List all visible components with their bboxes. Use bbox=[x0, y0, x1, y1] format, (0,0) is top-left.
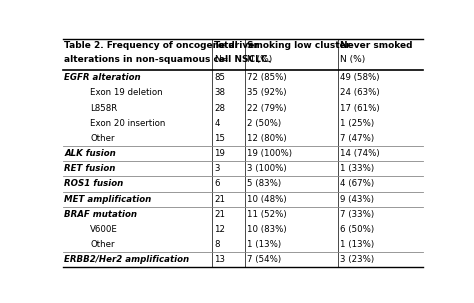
Text: 19 (100%): 19 (100%) bbox=[246, 149, 292, 158]
Text: Never smoked: Never smoked bbox=[340, 41, 413, 50]
Text: 2 (50%): 2 (50%) bbox=[246, 119, 281, 128]
Text: 7 (33%): 7 (33%) bbox=[340, 210, 374, 219]
Text: 7 (47%): 7 (47%) bbox=[340, 134, 374, 143]
Text: L858R: L858R bbox=[90, 104, 118, 113]
Text: Exon 19 deletion: Exon 19 deletion bbox=[90, 88, 163, 98]
Text: 6: 6 bbox=[214, 179, 219, 188]
Text: Smoking low cluster: Smoking low cluster bbox=[246, 41, 350, 50]
Text: ROS1 fusion: ROS1 fusion bbox=[64, 179, 124, 188]
Text: 38: 38 bbox=[214, 88, 225, 98]
Text: 1 (13%): 1 (13%) bbox=[340, 240, 374, 249]
Text: 22 (79%): 22 (79%) bbox=[246, 104, 286, 113]
Text: 85: 85 bbox=[214, 73, 225, 82]
Text: 5 (83%): 5 (83%) bbox=[246, 179, 281, 188]
Text: 19: 19 bbox=[214, 149, 225, 158]
Text: 14 (74%): 14 (74%) bbox=[340, 149, 380, 158]
Text: 10 (48%): 10 (48%) bbox=[246, 195, 286, 204]
Text: Exon 20 insertion: Exon 20 insertion bbox=[90, 119, 165, 128]
Text: 4: 4 bbox=[214, 119, 219, 128]
Text: 9 (43%): 9 (43%) bbox=[340, 195, 374, 204]
Text: ERBB2/Her2 amplification: ERBB2/Her2 amplification bbox=[64, 255, 190, 264]
Text: 4 (67%): 4 (67%) bbox=[340, 179, 374, 188]
Text: 13: 13 bbox=[214, 255, 225, 264]
Text: 12 (80%): 12 (80%) bbox=[246, 134, 286, 143]
Text: alterations in non-squamous cell NSCLC.: alterations in non-squamous cell NSCLC. bbox=[64, 55, 271, 64]
Text: BRAF mutation: BRAF mutation bbox=[64, 210, 137, 219]
Text: 72 (85%): 72 (85%) bbox=[246, 73, 286, 82]
Text: V600E: V600E bbox=[90, 225, 118, 234]
Text: 1 (13%): 1 (13%) bbox=[246, 240, 281, 249]
Text: Total: Total bbox=[214, 41, 239, 50]
Text: 21: 21 bbox=[214, 210, 225, 219]
Text: ALK fusion: ALK fusion bbox=[64, 149, 116, 158]
Text: 1 (25%): 1 (25%) bbox=[340, 119, 374, 128]
Text: 15: 15 bbox=[214, 134, 225, 143]
Text: RET fusion: RET fusion bbox=[64, 164, 116, 173]
Text: Table 2. Frequency of oncogene driver: Table 2. Frequency of oncogene driver bbox=[64, 41, 259, 50]
Text: N (%): N (%) bbox=[246, 55, 272, 64]
Text: 7 (54%): 7 (54%) bbox=[246, 255, 281, 264]
Text: Other: Other bbox=[90, 240, 115, 249]
Text: 1 (33%): 1 (33%) bbox=[340, 164, 374, 173]
Text: N=: N= bbox=[214, 55, 228, 64]
Text: 35 (92%): 35 (92%) bbox=[246, 88, 286, 98]
Text: 6 (50%): 6 (50%) bbox=[340, 225, 374, 234]
Text: EGFR alteration: EGFR alteration bbox=[64, 73, 141, 82]
Text: 17 (61%): 17 (61%) bbox=[340, 104, 380, 113]
Text: 11 (52%): 11 (52%) bbox=[246, 210, 286, 219]
Text: 3 (23%): 3 (23%) bbox=[340, 255, 374, 264]
Text: MET amplification: MET amplification bbox=[64, 195, 152, 204]
Text: 8: 8 bbox=[214, 240, 219, 249]
Text: 10 (83%): 10 (83%) bbox=[246, 225, 286, 234]
Text: 28: 28 bbox=[214, 104, 225, 113]
Text: N (%): N (%) bbox=[340, 55, 365, 64]
Text: 3 (100%): 3 (100%) bbox=[246, 164, 286, 173]
Text: 12: 12 bbox=[214, 225, 225, 234]
Text: 24 (63%): 24 (63%) bbox=[340, 88, 380, 98]
Text: Other: Other bbox=[90, 134, 115, 143]
Text: 21: 21 bbox=[214, 195, 225, 204]
Text: 49 (58%): 49 (58%) bbox=[340, 73, 380, 82]
Text: 3: 3 bbox=[214, 164, 219, 173]
